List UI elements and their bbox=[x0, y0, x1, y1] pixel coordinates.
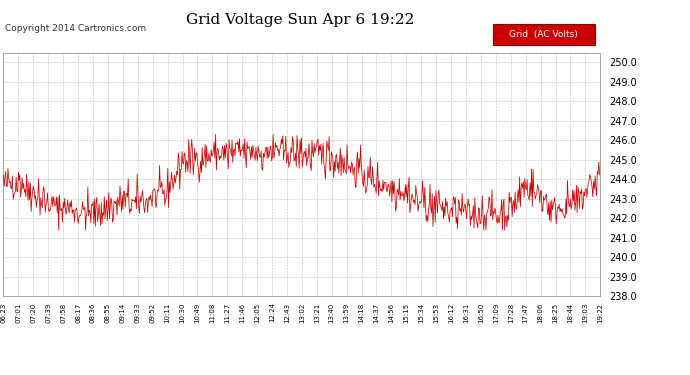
Text: Grid  (AC Volts): Grid (AC Volts) bbox=[509, 30, 578, 39]
Text: Grid Voltage Sun Apr 6 19:22: Grid Voltage Sun Apr 6 19:22 bbox=[186, 13, 414, 27]
Text: Copyright 2014 Cartronics.com: Copyright 2014 Cartronics.com bbox=[5, 24, 146, 33]
